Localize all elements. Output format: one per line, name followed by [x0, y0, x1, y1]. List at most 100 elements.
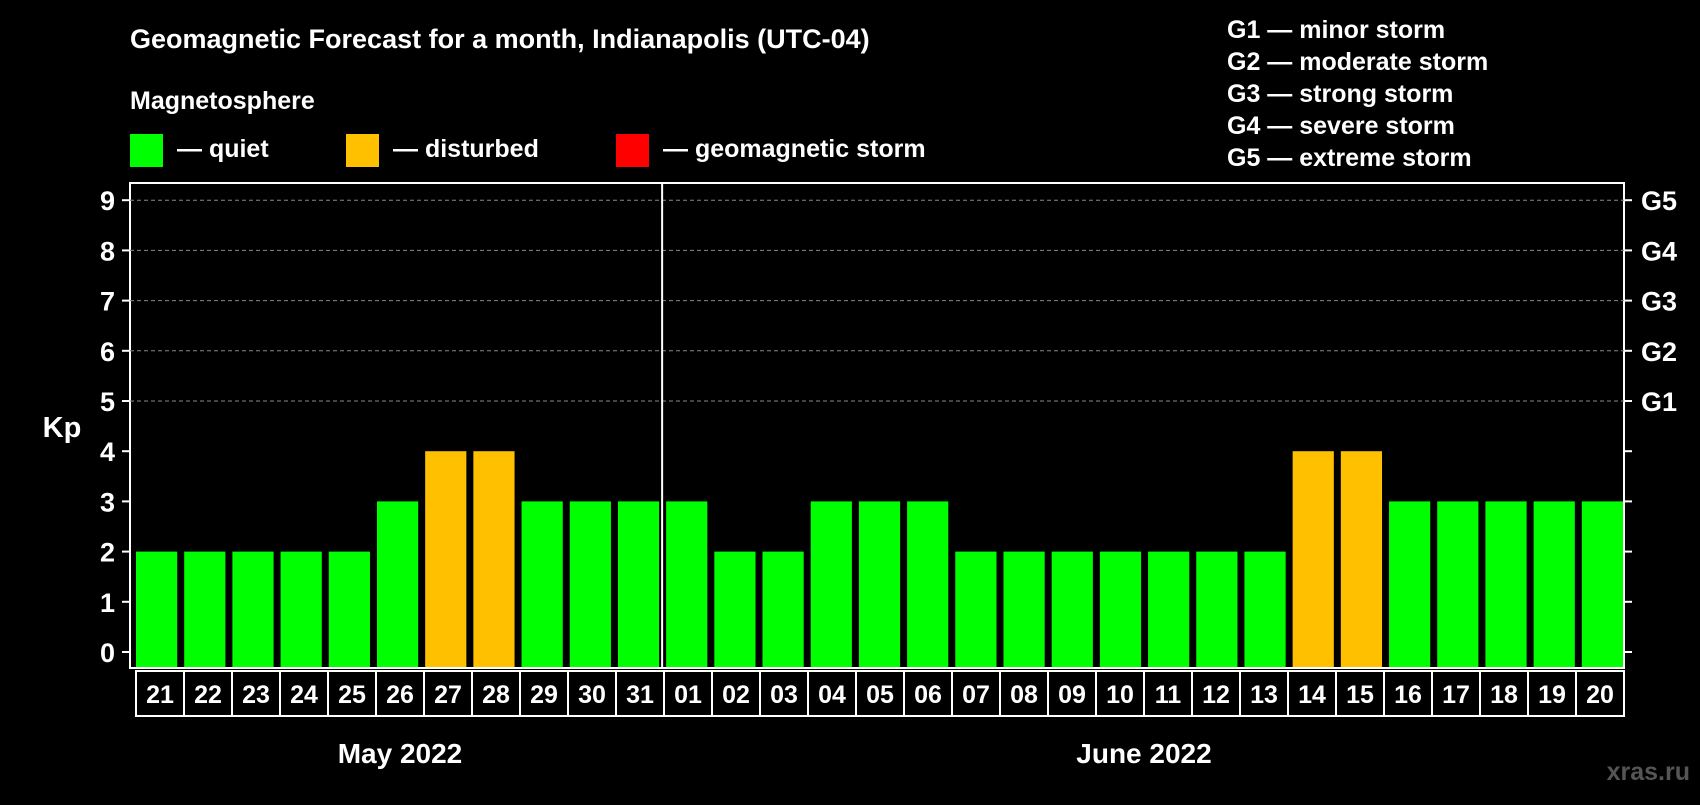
bar	[232, 551, 274, 667]
x-tick-label: 12	[1202, 681, 1230, 709]
bar	[1581, 501, 1623, 667]
y-axis-label: Kp	[43, 412, 82, 444]
bar	[425, 451, 467, 667]
date-row	[135, 670, 1625, 717]
legend-label: — quiet	[177, 135, 269, 163]
x-tick-label: 16	[1394, 681, 1422, 709]
bar	[907, 501, 949, 667]
storm-legend-item: G5 — extreme storm	[1227, 144, 1472, 172]
bar	[1389, 501, 1431, 667]
bar	[569, 501, 611, 667]
x-tick-label: 02	[722, 681, 750, 709]
y-tick-label: 5	[100, 387, 115, 417]
y-tick-label: 0	[100, 638, 115, 668]
bar	[858, 501, 901, 667]
chart-title: Geomagnetic Forecast for a month, Indian…	[130, 24, 870, 54]
y-tick-label: 1	[100, 588, 115, 618]
bar	[376, 501, 419, 667]
storm-level-label: G5	[1641, 186, 1677, 216]
bar	[666, 501, 708, 667]
x-tick-label: 07	[962, 681, 990, 709]
legend-label: — geomagnetic storm	[663, 135, 926, 163]
x-tick-label: 28	[482, 681, 510, 709]
x-tick-label: 14	[1298, 681, 1326, 709]
plot-frame	[129, 182, 1625, 669]
x-tick-label: 15	[1346, 681, 1374, 709]
x-tick-label: 29	[530, 681, 558, 709]
storm-legend: G1 — minor storm G2 — moderate storm G3 — …	[1227, 16, 1488, 172]
x-tick-label: 17	[1442, 681, 1470, 709]
bar	[473, 451, 515, 667]
y-tick-label: 9	[100, 186, 115, 216]
y-tick-label: 7	[100, 287, 115, 317]
x-tick-label: 04	[818, 681, 846, 709]
bar	[810, 501, 852, 667]
storm-level-label: G4	[1641, 236, 1677, 266]
x-tick-label: 13	[1250, 681, 1278, 709]
x-tick-label: 10	[1106, 681, 1134, 709]
bar	[1196, 551, 1238, 667]
bar	[1003, 551, 1045, 667]
x-tick-label: 05	[866, 681, 894, 709]
bar	[1244, 551, 1286, 667]
bar	[280, 551, 322, 667]
x-tick-label: 01	[674, 681, 702, 709]
legend-swatch	[130, 134, 163, 167]
bar	[328, 551, 370, 667]
x-tick-label: 25	[338, 681, 366, 709]
legend-label: — disturbed	[393, 135, 539, 163]
y-tick-label: 6	[100, 337, 115, 367]
month-label: May 2022	[338, 738, 463, 769]
x-tick-label: 09	[1058, 681, 1086, 709]
storm-level-label: G3	[1641, 287, 1677, 317]
x-tick-label: 21	[146, 681, 174, 709]
bar	[1485, 501, 1527, 667]
y-tick-label: 3	[100, 487, 115, 517]
bar	[1099, 551, 1142, 667]
x-tick-label: 24	[290, 681, 318, 709]
chart-subtitle: Magnetosphere	[130, 87, 315, 115]
x-tick-label: 22	[194, 681, 222, 709]
x-tick-label: 23	[242, 681, 270, 709]
month-label: June 2022	[1076, 738, 1211, 769]
bar	[184, 551, 226, 667]
bar	[1148, 551, 1190, 667]
legend-swatch	[346, 134, 379, 167]
x-tick-label: 08	[1010, 681, 1038, 709]
watermark: xras.ru	[1607, 758, 1690, 786]
bar	[1340, 451, 1383, 667]
x-tick-label: 20	[1586, 681, 1614, 709]
legend-swatch	[616, 134, 649, 167]
storm-level-label: G2	[1641, 337, 1677, 367]
legend: — quiet — disturbed — geomagnetic storm	[130, 134, 926, 167]
y-tick-label: 4	[100, 437, 115, 467]
x-tick-label: 31	[626, 681, 654, 709]
bar	[1533, 501, 1575, 667]
x-tick-label: 26	[386, 681, 414, 709]
bar	[762, 551, 804, 667]
x-tick-label: 11	[1155, 681, 1182, 709]
storm-legend-item: G2 — moderate storm	[1227, 48, 1488, 76]
bar	[714, 551, 756, 667]
storm-legend-item: G4 — severe storm	[1227, 112, 1455, 140]
y-tick-label: 2	[100, 538, 115, 568]
bar	[1292, 451, 1334, 667]
storm-level-label: G1	[1641, 387, 1677, 417]
x-tick-label: 18	[1490, 681, 1518, 709]
storm-legend-item: G1 — minor storm	[1227, 16, 1445, 44]
x-tick-label: 06	[914, 681, 942, 709]
bar	[136, 551, 178, 667]
x-tick-label: 27	[434, 681, 462, 709]
x-tick-label: 03	[770, 681, 798, 709]
bar	[1437, 501, 1479, 667]
bar	[521, 501, 563, 667]
bar	[955, 551, 997, 667]
bar	[617, 501, 660, 667]
x-tick-label: 30	[578, 681, 606, 709]
storm-legend-item: G3 — strong storm	[1227, 80, 1453, 108]
x-tick-label: 19	[1538, 681, 1566, 709]
y-tick-label: 8	[100, 236, 115, 266]
bar	[1051, 551, 1093, 667]
